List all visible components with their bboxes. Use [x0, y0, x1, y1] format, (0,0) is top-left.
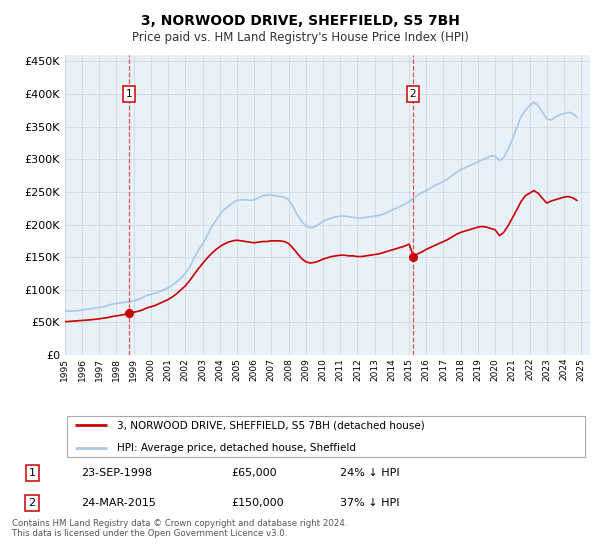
Text: Contains HM Land Registry data © Crown copyright and database right 2024.
This d: Contains HM Land Registry data © Crown c… [12, 519, 347, 538]
Text: 23-SEP-1998: 23-SEP-1998 [81, 468, 152, 478]
FancyBboxPatch shape [67, 416, 584, 458]
Text: £150,000: £150,000 [231, 498, 284, 508]
Text: 37% ↓ HPI: 37% ↓ HPI [340, 498, 400, 508]
Text: 2: 2 [410, 89, 416, 99]
Text: 1: 1 [29, 468, 35, 478]
Text: £65,000: £65,000 [231, 468, 277, 478]
Text: 1: 1 [125, 89, 133, 99]
Text: 2: 2 [29, 498, 36, 508]
Text: 3, NORWOOD DRIVE, SHEFFIELD, S5 7BH (detached house): 3, NORWOOD DRIVE, SHEFFIELD, S5 7BH (det… [118, 420, 425, 430]
Text: Price paid vs. HM Land Registry's House Price Index (HPI): Price paid vs. HM Land Registry's House … [131, 31, 469, 44]
Text: 3, NORWOOD DRIVE, SHEFFIELD, S5 7BH: 3, NORWOOD DRIVE, SHEFFIELD, S5 7BH [140, 14, 460, 28]
Text: 24% ↓ HPI: 24% ↓ HPI [340, 468, 400, 478]
Text: HPI: Average price, detached house, Sheffield: HPI: Average price, detached house, Shef… [118, 442, 356, 452]
Text: 24-MAR-2015: 24-MAR-2015 [81, 498, 156, 508]
